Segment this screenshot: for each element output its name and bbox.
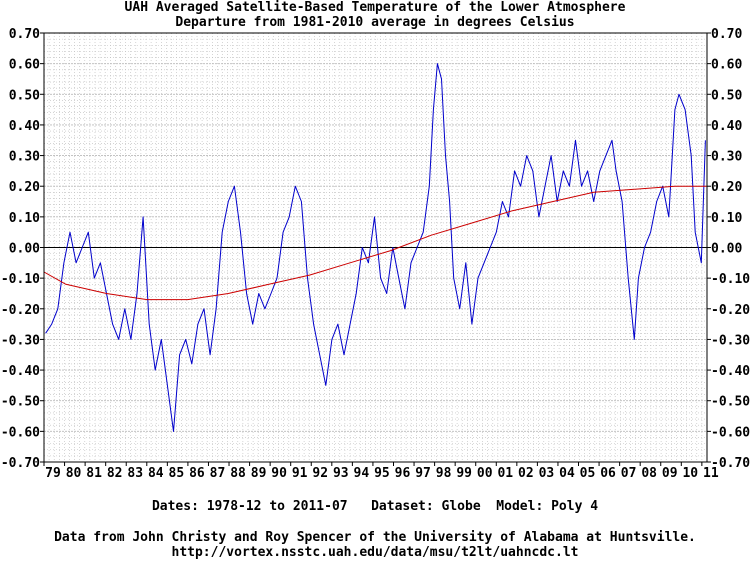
x-tick-label: 02 [518, 466, 534, 481]
y-tick-label-left: -0.70 [1, 456, 40, 471]
chart-credit: Data from John Christy and Roy Spencer o… [54, 530, 696, 545]
plot-lines [43, 63, 707, 432]
chart-footer-info: Dates: 1978-12 to 2011-07 Dataset: Globe… [151, 499, 599, 514]
y-tick-label-right: 0.50 [711, 88, 742, 103]
y-tick-label-right: -0.50 [711, 395, 750, 410]
x-axis: 79 80 81 82 83 84 85 86 87 88 89 90 91 92 93 94 95 96 97 98… [43, 462, 719, 481]
y-tick-label-left: -0.30 [1, 333, 40, 348]
chart-title: UAH Averaged Satellite-Based Temperature… [124, 0, 626, 15]
x-tick-label: 82 [107, 466, 123, 481]
x-tick-label: 89 [251, 466, 267, 481]
y-tick-label-left: 0.50 [9, 88, 40, 103]
y-tick-label-right: -0.30 [711, 333, 750, 348]
chart-url: http://vortex.nsstc.uah.edu/data/msu/t2l… [171, 545, 579, 560]
x-tick-label: 09 [662, 466, 678, 481]
x-tick-label: 01 [497, 466, 513, 481]
x-tick-label: 08 [641, 466, 657, 481]
x-tick-label: 92 [312, 466, 328, 481]
x-tick-label: 06 [600, 466, 616, 481]
y-tick-label-right: 0.00 [711, 242, 742, 257]
y-tick-label-right: -0.20 [711, 303, 750, 318]
chart-subtitle: Departure from 1981-2010 average in degr… [175, 15, 575, 30]
y-tick-label-left: -0.50 [1, 395, 40, 410]
y-tick-label-left: 0.30 [9, 150, 40, 165]
x-tick-label: 95 [374, 466, 390, 481]
x-tick-label: 94 [354, 466, 370, 481]
x-tick-label: 00 [477, 466, 493, 481]
x-tick-label: 98 [436, 466, 452, 481]
y-tick-label-left: -0.20 [1, 303, 40, 318]
grid [43, 32, 708, 463]
y-tick-label-right: -0.40 [711, 364, 750, 379]
x-tick-label: 99 [456, 466, 472, 481]
y-tick-label-right: -0.70 [711, 456, 750, 471]
y-tick-label-left: 0.60 [9, 58, 40, 73]
x-tick-label: 97 [415, 466, 431, 481]
x-tick-label: 11 [703, 466, 719, 481]
y-tick-label-right: 0.60 [711, 58, 742, 73]
x-tick-label: 04 [559, 466, 575, 481]
x-tick-label: 10 [682, 466, 698, 481]
x-tick-label: 81 [86, 466, 102, 481]
y-tick-label-right: 0.30 [711, 150, 742, 165]
x-tick-label: 79 [45, 466, 61, 481]
monthly-line [45, 63, 706, 432]
x-tick-label: 03 [539, 466, 555, 481]
y-tick-label-left: 0.10 [9, 211, 40, 226]
x-tick-label: 86 [189, 466, 205, 481]
y-tick-label-left: 0.20 [9, 180, 40, 195]
y-tick-label-left: 0.00 [9, 242, 40, 257]
y-tick-label-left: 0.70 [9, 27, 40, 42]
y-tick-label-left: 0.40 [9, 119, 40, 134]
x-tick-label: 91 [292, 466, 308, 481]
y-tick-label-right: 0.70 [711, 27, 742, 42]
x-tick-label: 93 [333, 466, 349, 481]
y-tick-label-right: -0.60 [711, 425, 750, 440]
x-tick-label: 07 [621, 466, 637, 481]
y-tick-label-right: 0.20 [711, 180, 742, 195]
y-axis-left: -0.70 -0.60 -0.50 -0.40 -0.30 -0.20 -0.10 0.00 0… [1, 27, 44, 471]
x-tick-label: 80 [66, 466, 82, 481]
x-tick-label: 96 [395, 466, 411, 481]
x-tick-label: 88 [230, 466, 246, 481]
y-tick-label-right: -0.10 [711, 272, 750, 287]
y-axis-right: -0.70 -0.60 -0.50 -0.40 -0.30 -0.20 -0.10 0.00 0… [707, 27, 750, 471]
y-tick-label-left: -0.40 [1, 364, 40, 379]
x-tick-label: 83 [127, 466, 143, 481]
x-tick-label: 05 [580, 466, 596, 481]
y-tick-label-right: 0.40 [711, 119, 742, 134]
y-tick-label-left: -0.10 [1, 272, 40, 287]
x-tick-label: 90 [271, 466, 287, 481]
x-tick-label: 87 [210, 466, 226, 481]
trend-line [43, 185, 707, 301]
y-tick-label-right: 0.10 [711, 211, 742, 226]
y-tick-label-left: -0.60 [1, 425, 40, 440]
x-tick-label: 84 [148, 466, 164, 481]
x-tick-label: 85 [169, 466, 185, 481]
